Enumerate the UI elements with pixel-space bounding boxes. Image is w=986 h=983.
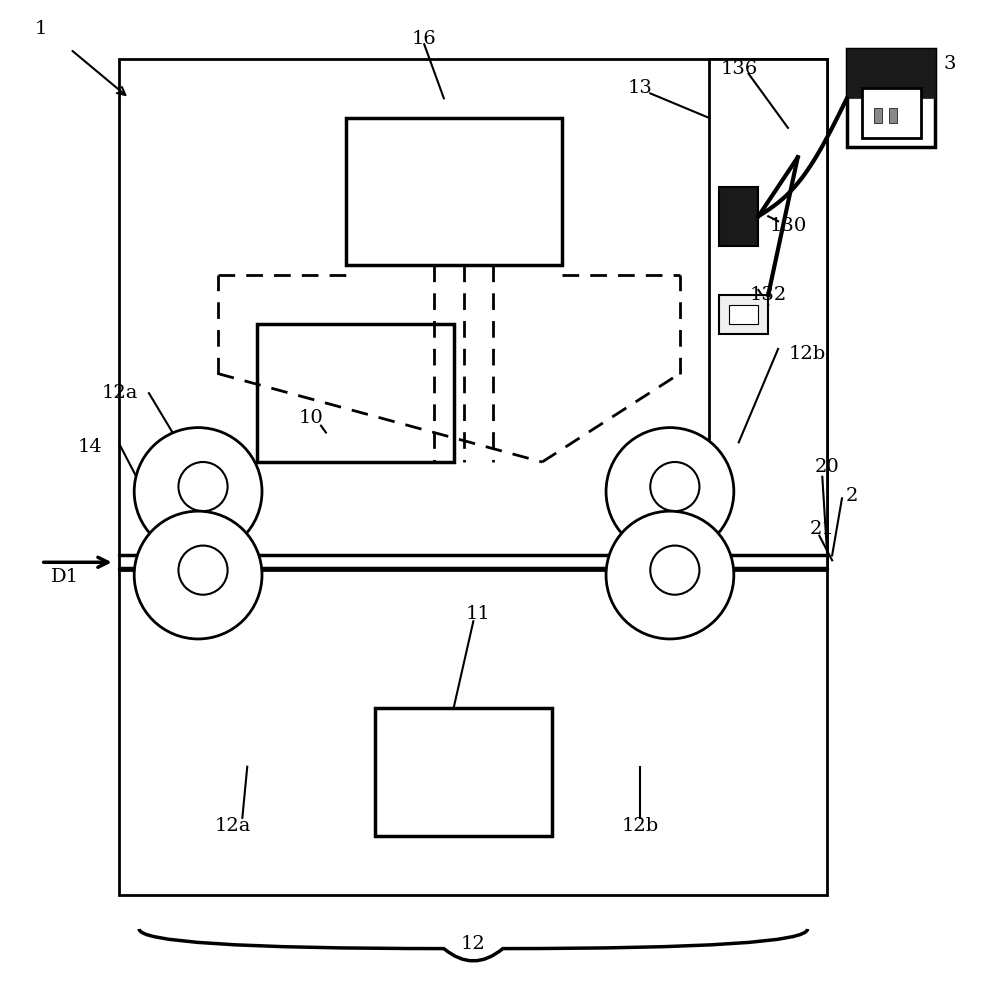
FancyBboxPatch shape [119,59,827,570]
Text: 12a: 12a [214,817,250,835]
Text: 12b: 12b [789,345,826,363]
FancyBboxPatch shape [889,108,897,123]
Text: 13: 13 [628,80,653,97]
Text: 12b: 12b [622,817,659,835]
Text: 2: 2 [846,488,858,505]
Text: 136: 136 [720,60,757,78]
Text: 12a: 12a [102,384,138,402]
FancyBboxPatch shape [719,295,768,334]
Text: 11: 11 [465,606,491,623]
Circle shape [606,511,734,639]
Text: 20: 20 [814,458,840,476]
Circle shape [606,428,734,555]
FancyBboxPatch shape [375,708,552,836]
Text: 130: 130 [769,217,807,235]
FancyBboxPatch shape [709,59,827,570]
FancyBboxPatch shape [847,49,936,147]
Text: 10: 10 [299,409,323,427]
Text: 132: 132 [749,286,787,304]
FancyBboxPatch shape [345,118,562,265]
Text: 21: 21 [810,520,835,538]
Text: 16: 16 [412,30,437,48]
FancyBboxPatch shape [729,305,758,324]
FancyBboxPatch shape [257,324,454,462]
Circle shape [178,462,228,511]
Circle shape [134,428,262,555]
Text: D1: D1 [51,568,80,586]
FancyBboxPatch shape [875,108,882,123]
Text: 1: 1 [35,21,47,38]
FancyBboxPatch shape [119,570,827,895]
Circle shape [178,546,228,595]
FancyBboxPatch shape [719,187,758,246]
Text: 14: 14 [78,438,103,456]
FancyBboxPatch shape [847,49,936,98]
Text: 12: 12 [461,935,486,953]
Text: 3: 3 [944,55,956,73]
FancyBboxPatch shape [862,88,921,138]
Circle shape [651,546,699,595]
Circle shape [651,462,699,511]
Circle shape [134,511,262,639]
